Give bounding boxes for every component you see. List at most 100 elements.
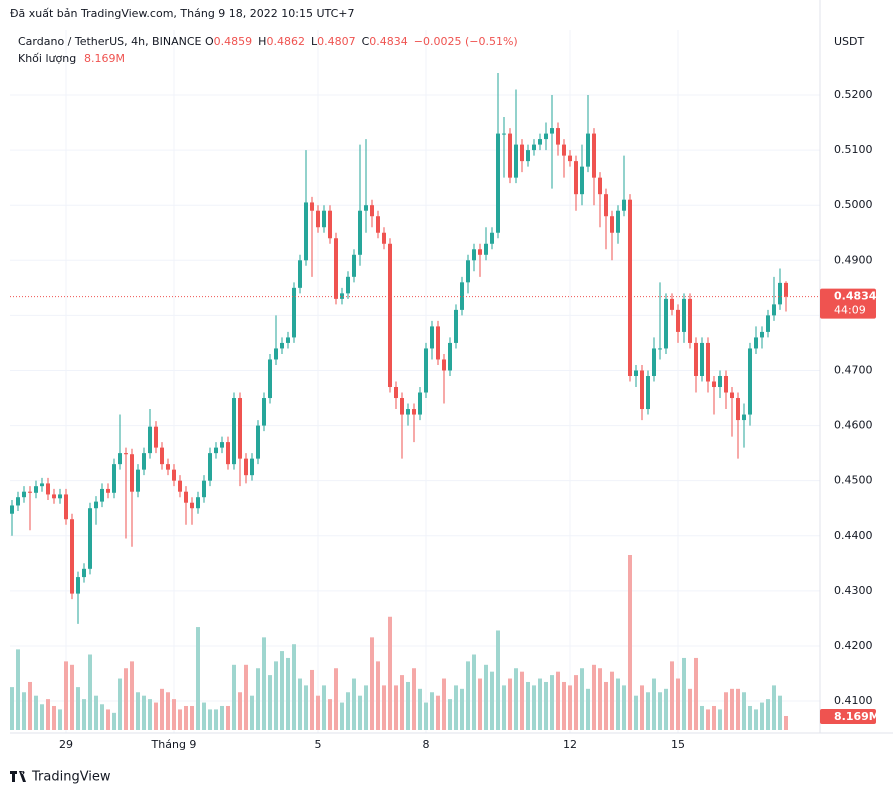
chart-title: Cardano / TetherUS, 4h, BINANCE [18, 35, 202, 48]
y-tick-label: 0.5200 [834, 88, 873, 101]
candle-body [514, 144, 518, 178]
volume-bar [496, 630, 500, 730]
candle-body [280, 342, 284, 349]
volume-bar [238, 692, 242, 730]
volume-bar [682, 657, 686, 730]
volume-bar [748, 705, 752, 730]
candle-body [220, 442, 224, 448]
volume-bar [46, 699, 50, 730]
candle-body [40, 483, 44, 487]
candle-body [304, 202, 308, 261]
candle-body [460, 282, 464, 310]
candle-body [292, 287, 296, 338]
volume-bar [562, 681, 566, 730]
candle-body [754, 337, 758, 349]
volume-bar [508, 678, 512, 730]
candle-body [124, 453, 128, 455]
candle-body [22, 491, 26, 498]
volume-bar [172, 699, 176, 730]
candle-body [322, 210, 326, 228]
volume-bar [658, 692, 662, 730]
volume-bar [694, 657, 698, 730]
candle-body [376, 216, 380, 233]
candle-body [16, 497, 20, 506]
candle-body [316, 210, 320, 228]
candle-body [76, 577, 80, 594]
y-tick-label: 0.5100 [834, 143, 873, 156]
candle-body [604, 194, 608, 217]
volume-bar [736, 688, 740, 730]
candle-body [766, 315, 770, 332]
volume-bar [166, 692, 170, 730]
volume-bar [544, 681, 548, 730]
price-tag-value: 0.4834 [834, 290, 877, 303]
candle-body [556, 128, 560, 145]
volume-bar [112, 712, 116, 730]
candle-body [340, 293, 344, 299]
volume-bar [70, 664, 74, 730]
volume-bar [256, 668, 260, 730]
candle-body [70, 519, 74, 594]
candle-body [64, 494, 68, 520]
volume-bar [430, 692, 434, 730]
candle-body [184, 491, 188, 503]
candle-body [94, 501, 98, 509]
candle-body [484, 243, 488, 255]
volume-bar [220, 705, 224, 730]
volume-bar [646, 692, 650, 730]
candle-body [646, 375, 650, 410]
candle-body [250, 458, 254, 476]
volume-bar [40, 704, 44, 730]
candle-body [772, 304, 776, 316]
candle-body [238, 398, 242, 459]
candle-body [118, 453, 122, 465]
y-tick-label: 0.4400 [834, 529, 873, 542]
volume-bar [370, 637, 374, 730]
candle-body [670, 298, 674, 310]
x-tick-label: 15 [671, 738, 685, 751]
volume-bar [550, 675, 554, 730]
volume-bar [28, 681, 32, 730]
volume-bar [34, 695, 38, 730]
candle-body [406, 409, 410, 415]
candle-body [346, 276, 350, 294]
volume-bar [190, 705, 194, 730]
candle-body [760, 331, 764, 338]
y-tick-label: 0.4200 [834, 639, 873, 652]
volume-last: 8.169M [84, 52, 125, 65]
volume-bar [766, 699, 770, 730]
candle-body [106, 488, 110, 493]
candle-body [628, 199, 632, 376]
volume-bar [580, 668, 584, 730]
x-tick-label: 29 [59, 738, 73, 751]
candle-body [424, 348, 428, 393]
volume-bar [52, 705, 56, 730]
candle-body [718, 375, 722, 388]
volume-bar [214, 709, 218, 730]
candle-body [562, 144, 566, 156]
candle-body [448, 342, 452, 371]
candle-body [382, 232, 386, 244]
y-tick-label: 0.4700 [834, 363, 873, 376]
candle-body [616, 210, 620, 233]
candle-body [610, 216, 614, 233]
candle-body [544, 133, 548, 140]
x-tick-label: 8 [423, 738, 430, 751]
candle-body [520, 144, 524, 162]
candle-body [472, 249, 476, 261]
volume-bar [280, 651, 284, 730]
candle-body [298, 260, 302, 288]
volume-bar [316, 695, 320, 730]
volume-bar [196, 627, 200, 730]
candle-body [196, 497, 200, 509]
volume-bar [526, 681, 530, 730]
volume-bar [382, 685, 386, 730]
candle-body [226, 442, 230, 465]
change: −0.0025 (−0.51%) [414, 35, 518, 48]
candle-body [592, 133, 596, 178]
watermark: Đã xuất bản TradingView.com, Tháng 9 18,… [10, 7, 355, 20]
candle-body [136, 469, 140, 492]
candle-body [736, 398, 740, 421]
volume-bar [532, 685, 536, 730]
